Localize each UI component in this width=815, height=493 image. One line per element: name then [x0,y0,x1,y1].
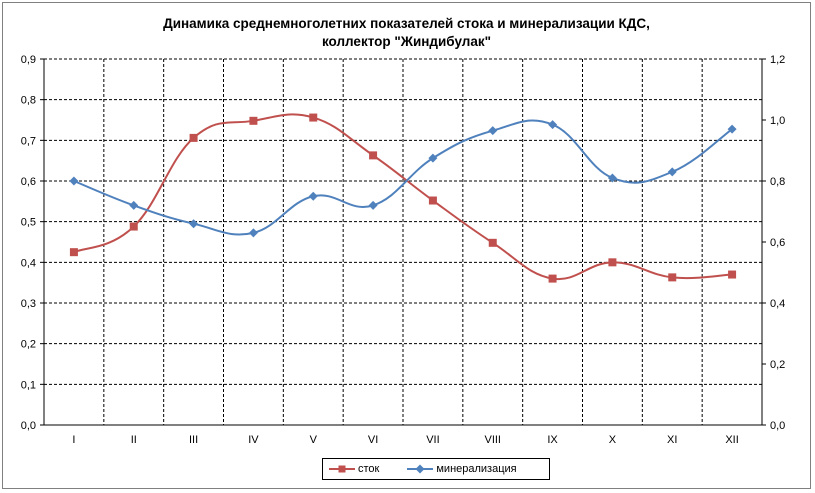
x-tick-label: VIII [484,434,501,446]
data-point-mineralization [368,200,378,210]
legend-item-mineralization: минерализация [407,463,517,475]
data-point-stock [189,133,198,142]
data-point-stock [369,151,378,160]
legend-marker-stock [329,465,355,473]
y-left-tick-label: 0,4 [21,257,36,269]
data-point-stock [129,222,138,231]
data-point-stock [428,196,437,205]
x-tick-label: XI [667,434,677,446]
chart-title-line-2: коллектор "Жиндибулак" [321,34,492,49]
data-point-mineralization [548,120,558,130]
data-point-stock [548,274,557,283]
x-tick-label: V [310,434,318,446]
data-point-stock [668,273,677,282]
data-point-mineralization [667,167,677,177]
y-left-tick-label: 0,1 [21,379,36,391]
data-point-mineralization [308,191,318,201]
x-tick-label: XII [725,434,738,446]
data-point-stock [488,238,497,247]
data-point-stock [309,113,318,122]
y-left-tick-label: 0,0 [21,420,36,432]
y-right-tick-label: 0,0 [770,420,785,432]
data-point-stock [608,258,617,267]
y-left-tick-label: 0,2 [21,339,36,351]
x-tick-label: X [609,434,617,446]
data-point-mineralization [428,153,438,163]
data-point-stock [69,248,78,257]
legend-item-stock: сток [329,463,379,475]
y-right-tick-label: 0,8 [770,176,785,188]
data-point-mineralization [727,124,737,134]
data-point-mineralization [189,219,199,229]
data-point-mineralization [129,200,139,210]
data-point-stock [728,270,737,279]
y-left-tick-label: 0,8 [21,95,36,107]
legend: сток минерализация [322,458,550,480]
chart-title: Динамика среднемноголетних показателей с… [3,15,810,51]
y-right-tick-label: 0,2 [770,359,785,371]
y-left-tick-label: 0,5 [21,217,36,229]
y-right-tick-label: 0,6 [770,237,785,249]
x-tick-label: IV [248,434,259,446]
legend-label-stock: сток [358,463,380,475]
y-right-tick-label: 1,2 [770,54,785,66]
data-point-mineralization [488,126,498,136]
y-left-tick-label: 0,3 [21,298,36,310]
data-point-stock [249,116,258,125]
y-right-tick-label: 0,4 [770,298,785,310]
y-left-tick-label: 0,9 [21,54,36,66]
data-point-mineralization [248,228,258,238]
legend-label-mineralization: минерализация [436,463,517,475]
y-left-tick-label: 0,6 [21,176,36,188]
chart-title-line-1: Динамика среднемноголетних показателей с… [163,16,650,31]
x-tick-label: IX [547,434,558,446]
y-right-tick-label: 1,0 [770,115,785,127]
x-tick-label: VI [368,434,378,446]
legend-marker-mineralization [407,464,434,474]
y-left-tick-label: 0,7 [21,135,36,147]
data-point-mineralization [69,176,79,186]
x-tick-label: I [72,434,75,446]
x-tick-label: III [189,434,198,446]
x-tick-label: II [131,434,137,446]
data-point-mineralization [607,173,617,183]
x-tick-label: VII [426,434,439,446]
